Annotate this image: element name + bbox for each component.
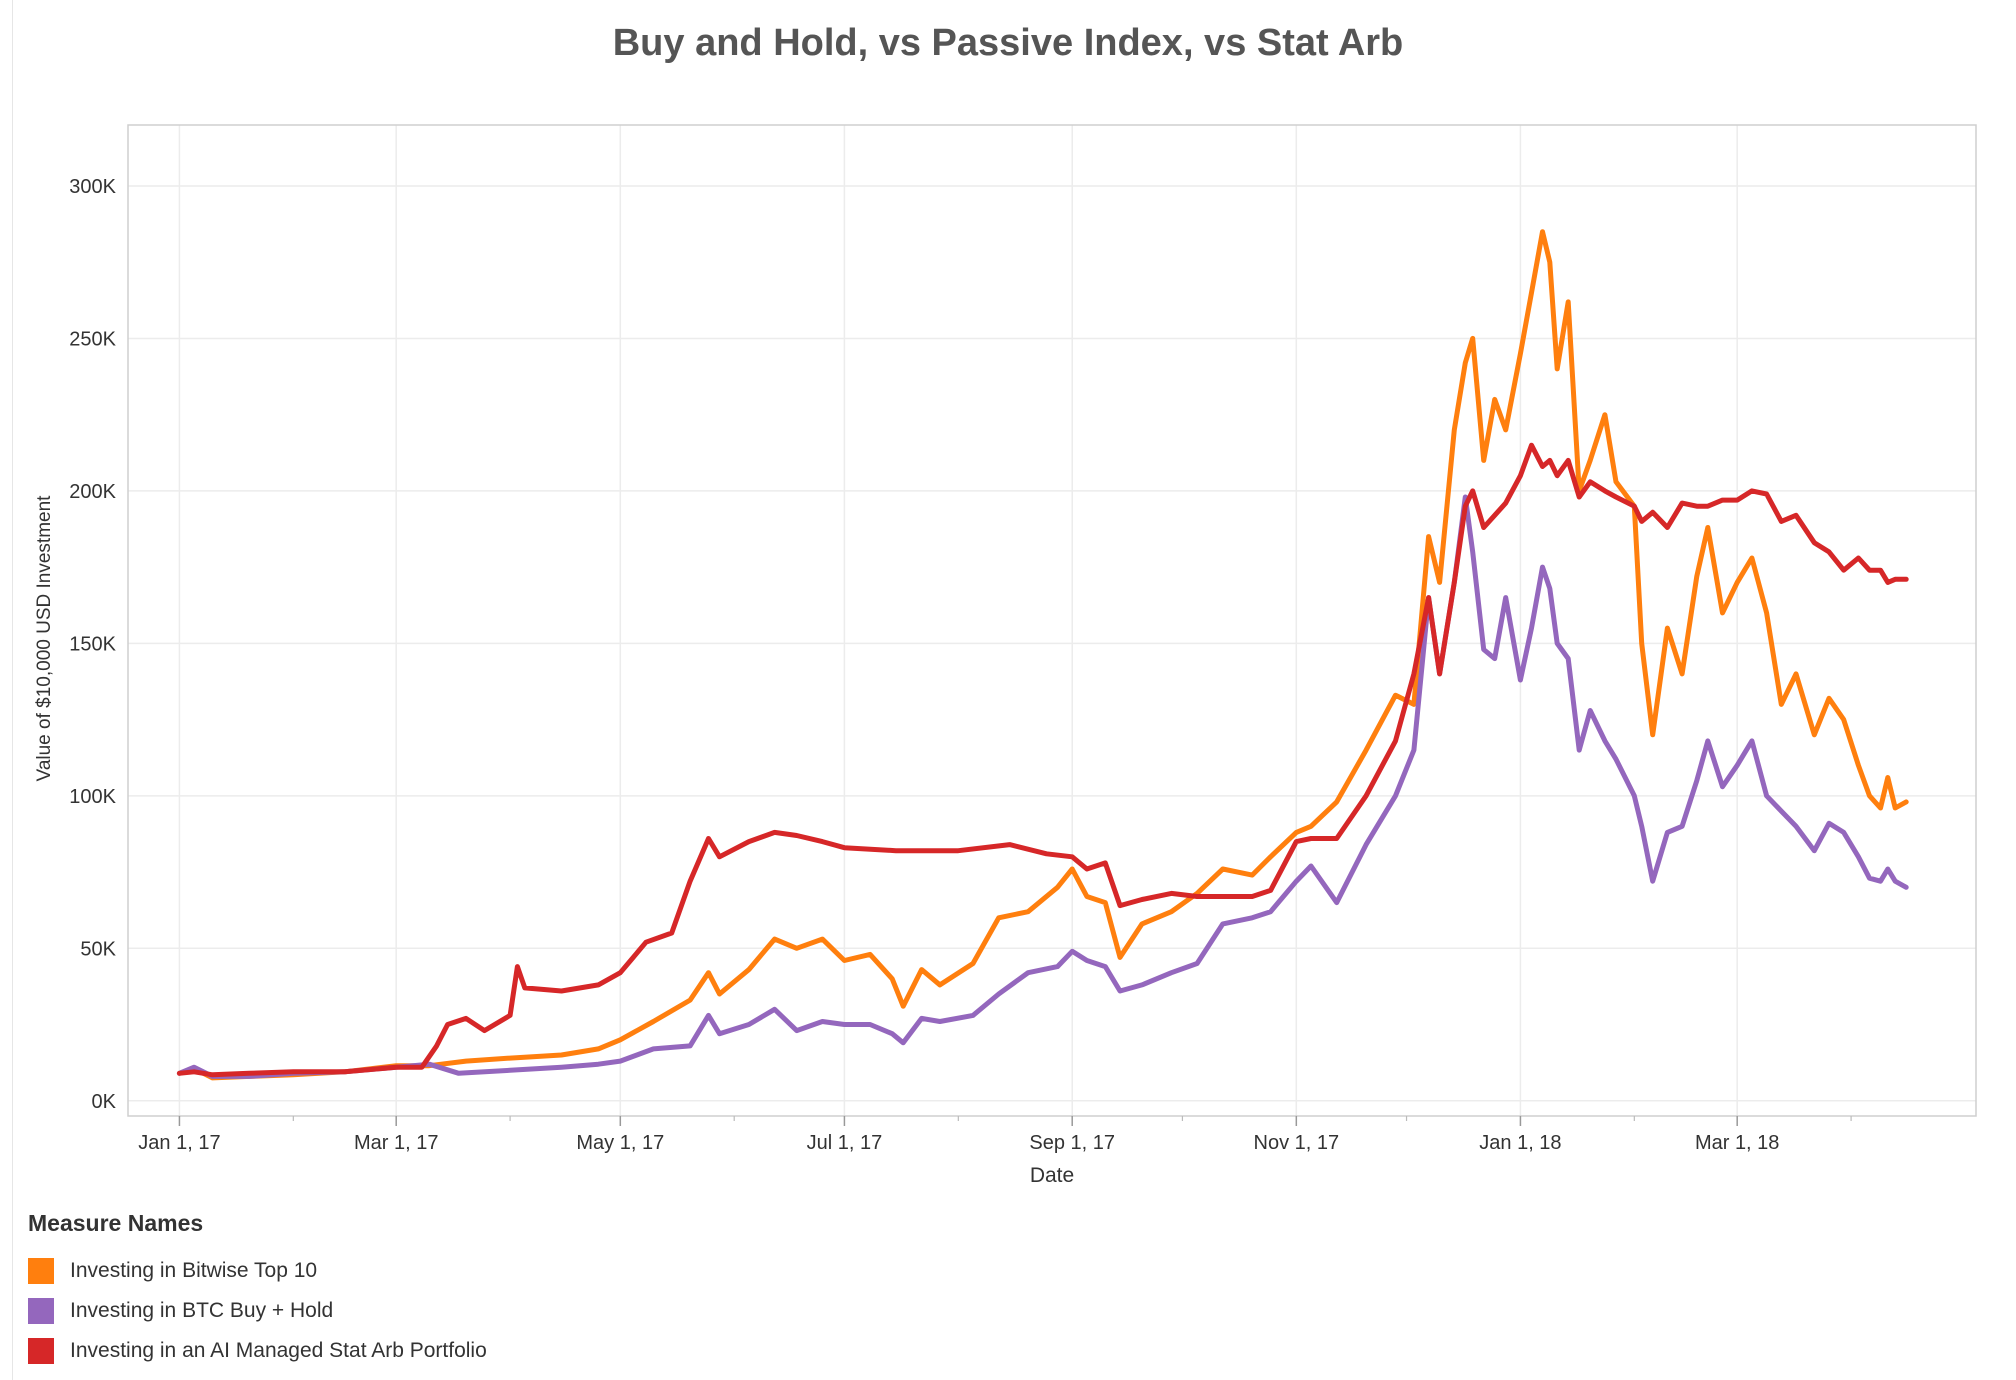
legend-swatch-orange [28, 1258, 54, 1284]
legend-item-bitwise-top-10[interactable]: Investing in Bitwise Top 10 [28, 1251, 487, 1291]
plot-area [127, 124, 1977, 1117]
series-lines [176, 229, 1909, 1081]
series-line-bitwise-top-10 [176, 229, 1909, 1081]
y-tick-label: 100K [69, 786, 116, 808]
page-left-border [12, 0, 13, 1380]
y-tick-label: 200K [69, 481, 116, 503]
y-tick-label: 0K [92, 1091, 117, 1113]
y-tick-label: 50K [80, 938, 116, 960]
legend-label: Investing in Bitwise Top 10 [70, 1259, 318, 1282]
x-tick-label: Mar 1, 18 [1695, 1132, 1779, 1154]
legend-title: Measure Names [28, 1210, 204, 1236]
y-tick-label: 300K [69, 176, 116, 198]
x-tick-label: Jul 1, 17 [807, 1132, 883, 1154]
x-tick-label: Jan 1, 17 [138, 1132, 220, 1154]
legend-swatch-purple [28, 1298, 54, 1324]
legend-swatch-red [28, 1338, 54, 1364]
x-tick-label: Sep 1, 17 [1029, 1132, 1115, 1154]
legend-item-stat-arb[interactable]: Investing in an AI Managed Stat Arb Port… [28, 1331, 487, 1371]
y-tick-label: 250K [69, 328, 116, 350]
series-line-btc-buy-hold [176, 494, 1909, 1079]
x-axis-title: Date [1030, 1164, 1074, 1187]
x-tick-label: Jan 1, 18 [1479, 1132, 1561, 1154]
y-tick-label: 150K [69, 633, 116, 655]
legend-label: Investing in an AI Managed Stat Arb Port… [70, 1339, 487, 1362]
x-tick-label: May 1, 17 [576, 1132, 664, 1154]
y-axis-title: Value of $10,000 USD Investment [34, 495, 55, 782]
legend: Measure Names Investing in Bitwise Top 1… [28, 1210, 487, 1371]
x-tick-label: Mar 1, 17 [354, 1132, 438, 1154]
legend-item-btc-buy-hold[interactable]: Investing in BTC Buy + Hold [28, 1291, 487, 1331]
x-tick-label: Nov 1, 17 [1254, 1132, 1340, 1154]
series-line-stat-arb [176, 442, 1909, 1078]
gridlines [128, 125, 1976, 1116]
axes: 0K 50K 100K 150K 200K 250K 300K Jan 1, 17 Mar 1,… [69, 176, 1852, 1154]
legend-label: Investing in BTC Buy + Hold [70, 1299, 334, 1322]
chart-title: Buy and Hold, vs Passive Index, vs Stat … [612, 22, 1404, 64]
